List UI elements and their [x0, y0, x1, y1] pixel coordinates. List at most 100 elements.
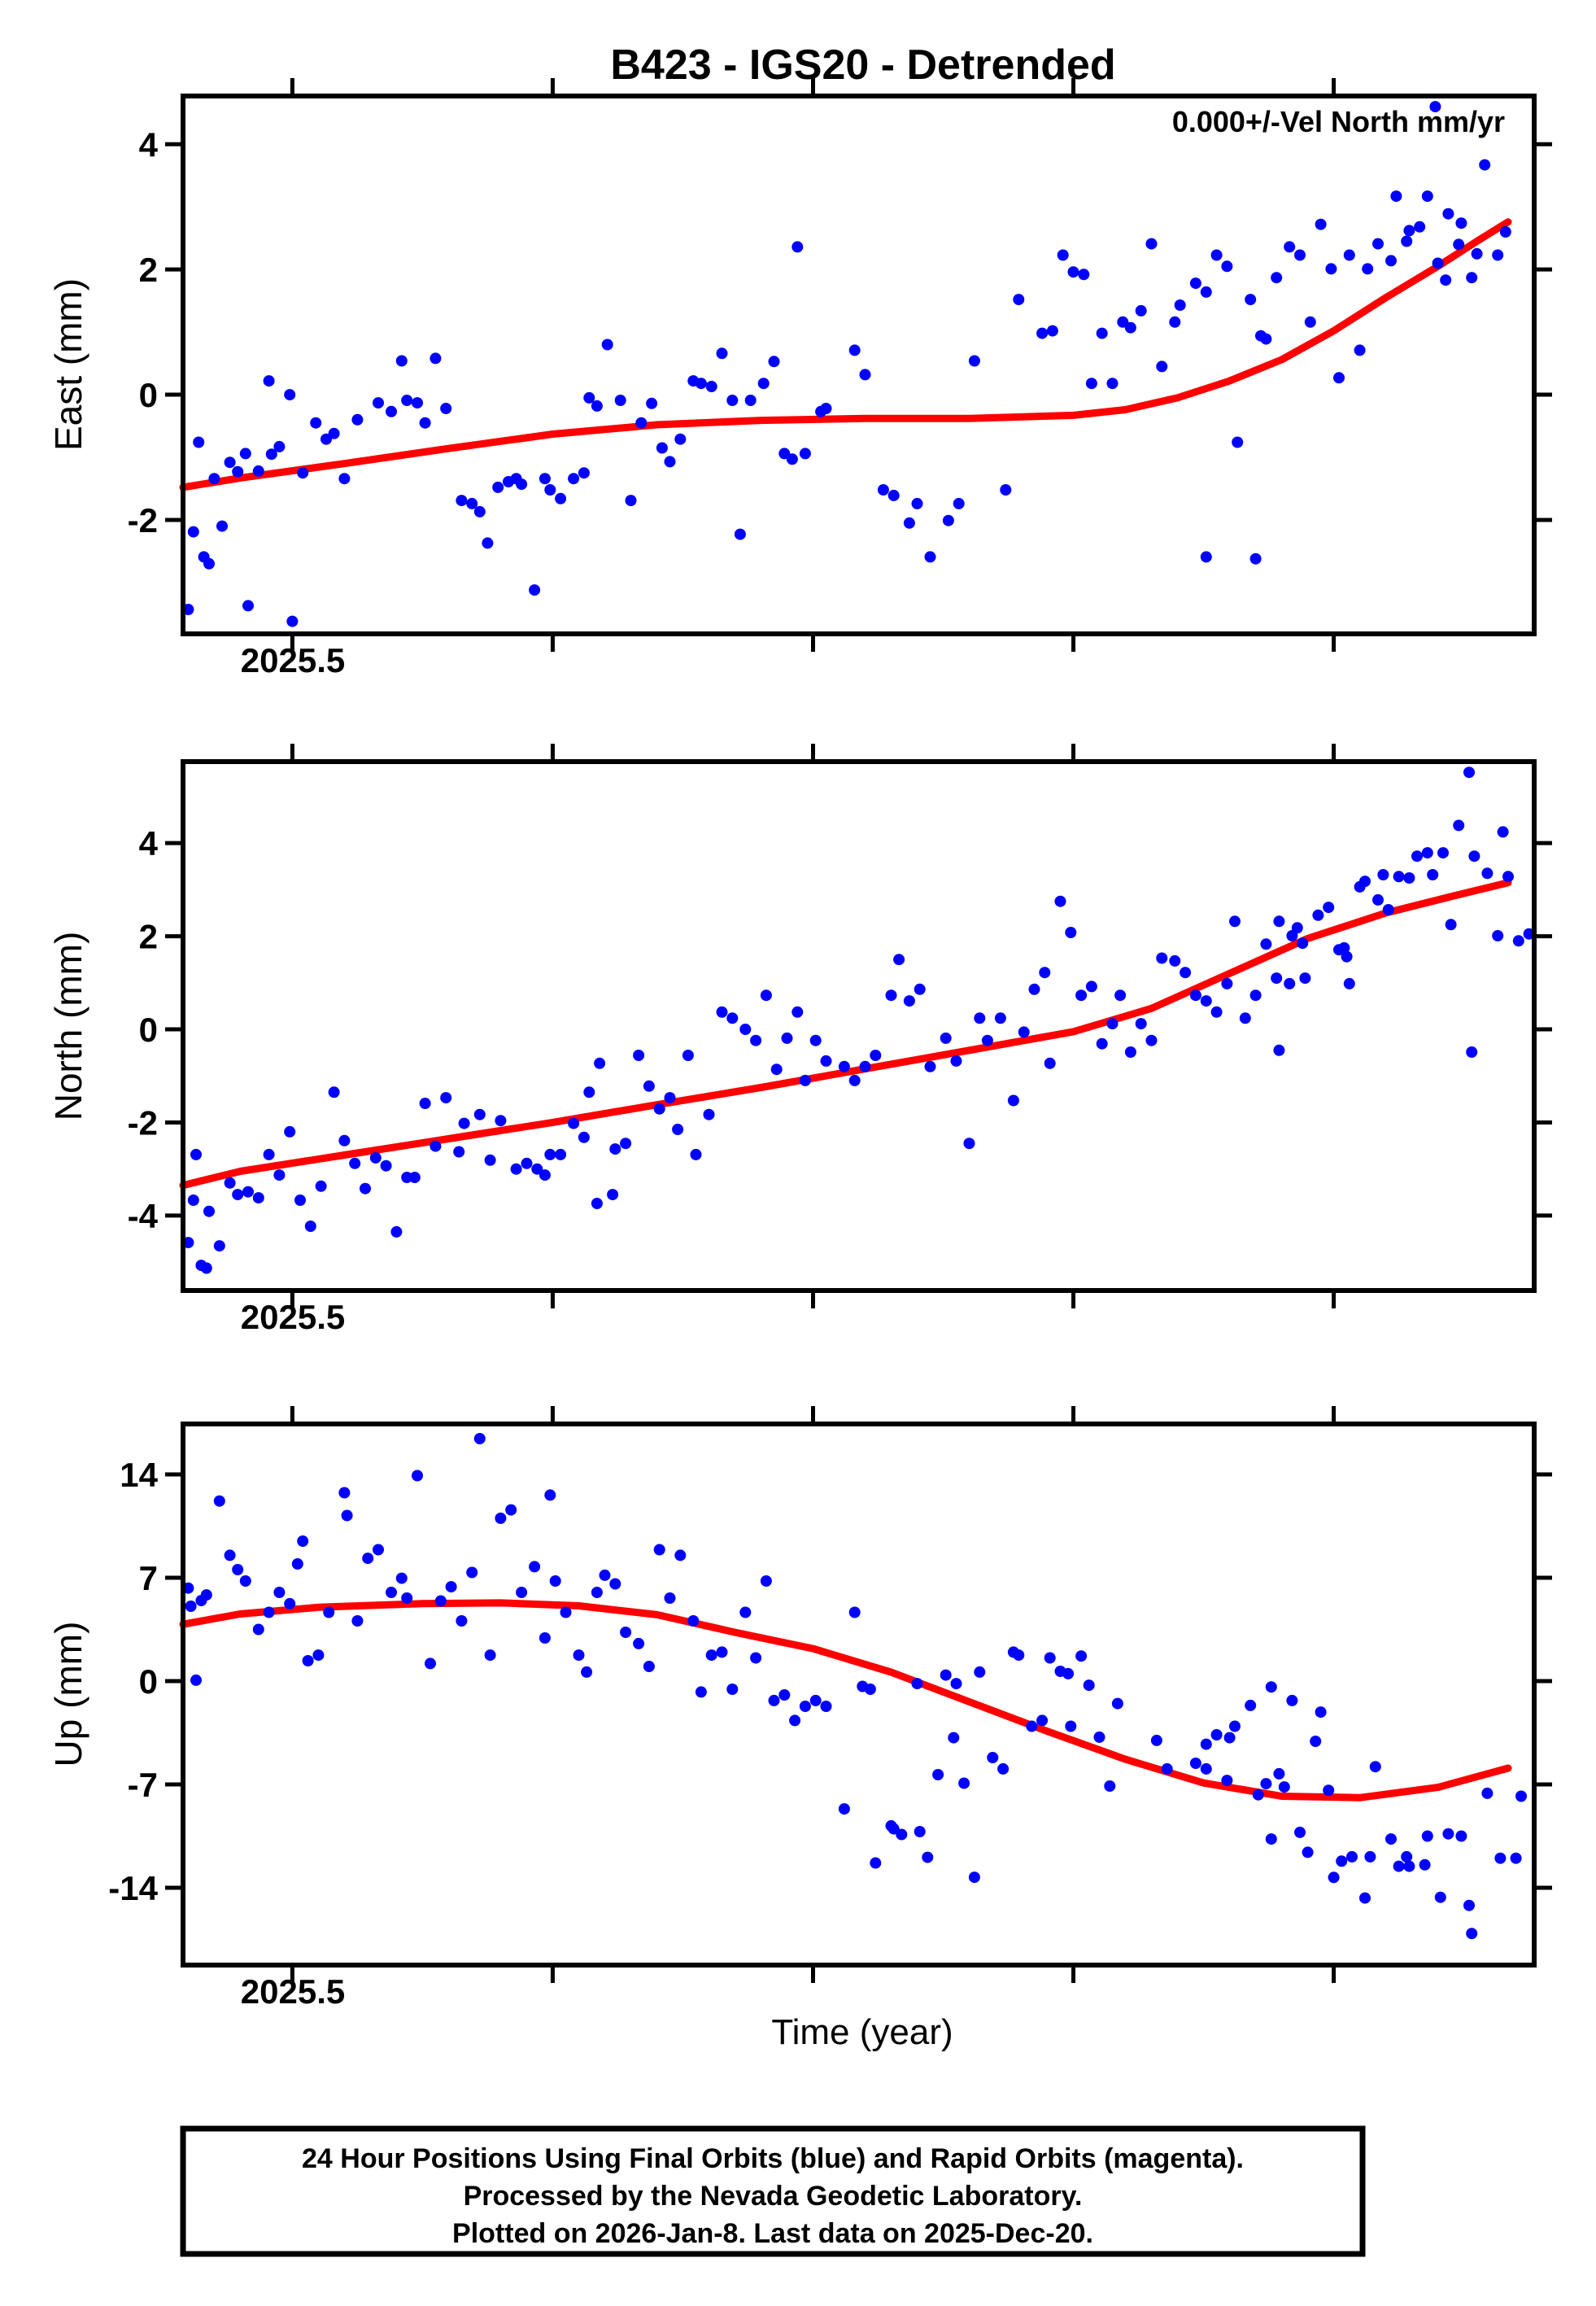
data-point — [799, 1701, 811, 1712]
data-point — [1411, 850, 1423, 863]
data-point — [1221, 977, 1233, 989]
data-point — [1445, 919, 1457, 931]
data-point — [778, 1689, 791, 1701]
data-point — [458, 1117, 470, 1129]
data-point — [351, 1615, 364, 1627]
data-point — [1189, 1758, 1201, 1769]
data-point — [940, 1032, 952, 1044]
data-point — [1401, 235, 1413, 247]
data-point — [239, 1575, 251, 1587]
data-point — [1393, 871, 1405, 883]
data-point — [809, 1034, 822, 1046]
data-point — [739, 1606, 752, 1618]
data-point — [1359, 876, 1371, 888]
data-point — [185, 1601, 197, 1612]
data-point — [1294, 249, 1306, 261]
data-point — [1210, 249, 1223, 261]
y-tick-label: 2 — [139, 918, 158, 956]
data-point — [1403, 225, 1415, 237]
data-point — [1044, 1057, 1056, 1069]
data-point — [1083, 1679, 1095, 1692]
data-point — [781, 1032, 793, 1044]
plot-frame — [181, 1422, 1537, 1968]
data-point — [1419, 1858, 1431, 1871]
data-point — [1013, 1649, 1025, 1662]
data-point — [614, 395, 626, 406]
data-point — [1502, 871, 1514, 883]
data-point — [294, 1194, 306, 1206]
data-point — [1499, 226, 1511, 238]
data-point — [1455, 217, 1467, 229]
data-point — [291, 1558, 303, 1570]
plot-frame — [181, 94, 1537, 636]
data-point — [286, 615, 299, 627]
data-point — [716, 1006, 728, 1018]
data-point — [539, 473, 551, 485]
data-point — [549, 1575, 561, 1587]
data-point — [1385, 255, 1397, 267]
data-point — [1145, 238, 1158, 250]
data-point — [401, 395, 413, 406]
data-point — [1286, 1694, 1298, 1706]
data-point — [1106, 1018, 1119, 1030]
data-point — [789, 1714, 801, 1727]
data-point — [568, 1117, 580, 1129]
data-point — [1145, 1034, 1158, 1046]
data-point — [1442, 1828, 1454, 1840]
data-point — [208, 473, 220, 485]
data-point — [408, 1172, 421, 1183]
data-point — [1333, 372, 1345, 384]
data-point — [539, 1169, 551, 1181]
data-point — [1385, 1833, 1397, 1845]
data-point — [848, 1606, 861, 1618]
data-point — [1169, 954, 1181, 967]
data-point — [232, 1189, 244, 1201]
data-point — [310, 417, 322, 429]
data-point — [591, 1587, 603, 1598]
data-point — [1336, 1855, 1348, 1867]
data-point — [1111, 1697, 1123, 1710]
data-point — [859, 369, 871, 381]
data-point — [362, 1553, 374, 1565]
data-point — [924, 1060, 936, 1072]
data-point — [203, 557, 215, 570]
data-point — [1346, 1850, 1358, 1863]
y-tick-label: 2 — [139, 251, 158, 289]
data-point — [1189, 989, 1201, 1002]
data-point — [948, 1732, 960, 1744]
data-point — [911, 1678, 923, 1690]
data-point — [770, 1063, 783, 1076]
data-point — [200, 1589, 212, 1601]
north-xtick-label: 2025.5 — [241, 1298, 345, 1336]
data-point — [1512, 935, 1524, 947]
data-point — [419, 1098, 431, 1109]
data-point — [1494, 1852, 1507, 1864]
data-point — [1221, 1775, 1233, 1787]
data-point — [473, 1108, 486, 1120]
data-point — [323, 1606, 335, 1618]
data-point — [750, 1652, 762, 1664]
data-point — [401, 1172, 413, 1183]
data-point — [799, 1074, 811, 1086]
data-point — [620, 1627, 632, 1638]
data-point — [1364, 1850, 1376, 1863]
data-point — [1393, 1860, 1405, 1872]
data-point — [419, 417, 431, 429]
data-point — [893, 954, 905, 966]
data-point — [232, 1564, 244, 1575]
data-point — [705, 381, 717, 392]
data-point — [395, 355, 408, 367]
data-point — [297, 1535, 309, 1547]
y-tick-label: -14 — [108, 1869, 158, 1907]
data-point — [870, 1857, 882, 1869]
data-point — [529, 584, 541, 596]
data-point — [786, 453, 798, 465]
plot-frame — [181, 759, 1537, 1293]
data-point — [664, 456, 676, 468]
data-point — [974, 1012, 986, 1024]
data-point — [360, 1182, 371, 1194]
data-point — [864, 1684, 876, 1695]
data-point — [734, 528, 746, 540]
data-point — [302, 1655, 314, 1666]
data-point — [1427, 869, 1439, 880]
